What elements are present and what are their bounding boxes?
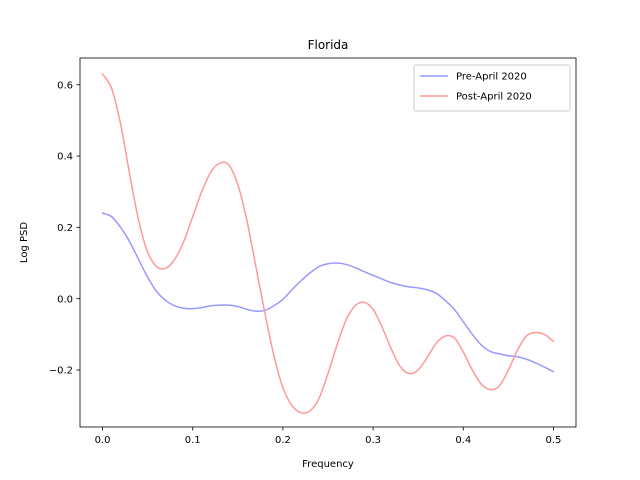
ticks-layer: 0.0 0.1 0.2 0.3 0.4 0.5 −0.2 0.0 0.2 0.4 0.6: [49, 80, 562, 446]
axes-border: [79, 57, 577, 428]
y-tick-label: 0.0: [57, 294, 73, 305]
y-axis-label: Log PSD: [19, 222, 30, 263]
x-tick-label: 0.2: [275, 435, 291, 446]
series-layer: [101, 73, 555, 414]
legend: Pre-April 2020 Post-April 2020: [413, 64, 571, 112]
y-tick-label: 0.4: [57, 152, 73, 163]
x-tick-label: 0.1: [185, 435, 201, 446]
y-tick-label: −0.2: [49, 366, 73, 377]
x-tick-label: 0.0: [95, 435, 111, 446]
x-tick-label: 0.3: [365, 435, 381, 446]
chart-title: Florida: [308, 38, 349, 52]
legend-label: Pre-April 2020: [456, 72, 527, 83]
x-tick-label: 0.4: [455, 435, 471, 446]
x-axis-label: Frequency: [302, 459, 354, 470]
series-line-2: [101, 73, 555, 414]
x-tick-label: 0.5: [546, 435, 562, 446]
legend-label: Post-April 2020: [456, 92, 532, 103]
series-line-1: [101, 212, 555, 373]
axes-frame: [79, 57, 577, 428]
legend-frame: [413, 64, 571, 112]
y-tick-label: 0.2: [57, 223, 73, 234]
y-tick-label: 0.6: [57, 80, 73, 91]
